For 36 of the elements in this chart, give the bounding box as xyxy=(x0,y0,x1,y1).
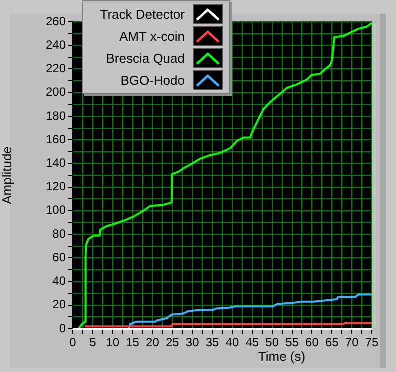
y-tick-label: 0 xyxy=(59,321,66,336)
y-tick-label: 100 xyxy=(46,203,66,218)
y-axis-title: Amplitude xyxy=(0,146,14,204)
x-tick-label: 50 xyxy=(266,336,280,350)
y-tick-label: 140 xyxy=(46,156,66,170)
legend-label: BGO-Hodo xyxy=(120,72,185,88)
x-tick-label: 45 xyxy=(246,336,260,350)
x-tick-label: 30 xyxy=(186,336,200,350)
y-tick-label: 260 xyxy=(46,14,66,28)
y-tick-label: 180 xyxy=(46,108,66,123)
y-tick-label: 240 xyxy=(46,38,66,52)
x-tick-label: 15 xyxy=(126,336,140,350)
x-tick-label: 20 xyxy=(146,336,160,350)
x-tick-label: 75 xyxy=(365,336,379,350)
x-tick-label: 5 xyxy=(90,336,97,350)
y-tick-label: 200 xyxy=(46,85,66,100)
y-tick-label: 220 xyxy=(46,62,66,76)
y-tick-label: 120 xyxy=(46,180,66,194)
x-tick-label: 70 xyxy=(345,336,360,350)
x-tick-label: 35 xyxy=(206,336,220,350)
x-tick-label: 55 xyxy=(286,336,300,350)
x-axis-title: Time (s) xyxy=(258,349,306,364)
x-tick-label: 10 xyxy=(106,336,120,350)
legend-label: Brescia Quad xyxy=(106,50,185,66)
y-tick-label: 80 xyxy=(52,226,66,241)
y-tick-label: 40 xyxy=(52,274,66,288)
x-tick-label: 65 xyxy=(325,336,340,350)
legend-label: AMT x-coin xyxy=(120,28,185,44)
legend-label: Track Detector xyxy=(100,6,185,22)
y-tick-label: 20 xyxy=(52,298,66,312)
y-tick-label: 60 xyxy=(52,250,66,264)
x-tick-label: 25 xyxy=(166,336,180,350)
x-tick-label: 60 xyxy=(306,336,320,350)
y-tick-label: 160 xyxy=(46,132,66,146)
x-tick-label: 0 xyxy=(70,336,77,350)
x-tick-label: 40 xyxy=(226,336,240,350)
